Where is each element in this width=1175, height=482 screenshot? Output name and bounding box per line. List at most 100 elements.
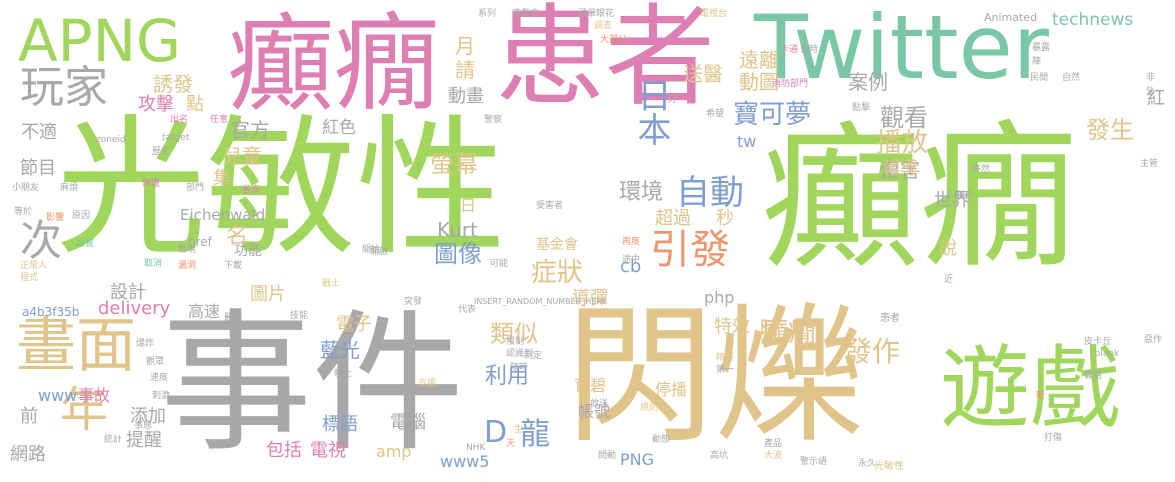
word-cloud-word: 節目 xyxy=(20,158,56,179)
word-cloud-word: 消防部門 xyxy=(772,79,809,89)
word-cloud-word: 開始 xyxy=(362,245,381,255)
word-cloud-word: 皮卡丘 xyxy=(1084,337,1112,347)
word-cloud-word: 放送 xyxy=(590,399,609,409)
word-cloud-word: 規則 xyxy=(640,403,659,413)
word-cloud-word: 閃爍 xyxy=(565,290,866,464)
word-cloud-word: 日 xyxy=(460,196,477,215)
word-cloud-word: 精選 xyxy=(716,353,735,363)
word-cloud-word: 說 xyxy=(939,238,957,259)
word-cloud-word: 藍光 xyxy=(320,338,360,362)
word-cloud-word: 主管 xyxy=(1140,159,1159,169)
word-cloud-word: INSERT_RANDOM_NUMBER_HERE xyxy=(474,297,607,306)
word-cloud-word: 遊戲史 xyxy=(512,9,540,19)
word-cloud-word: _blank xyxy=(1090,349,1120,359)
word-cloud-word: 秒 xyxy=(716,208,734,229)
word-cloud-word: target xyxy=(162,133,190,143)
word-cloud-word: 陣 xyxy=(1032,57,1042,67)
word-cloud-word: cb xyxy=(620,256,642,277)
word-cloud-word: 集 xyxy=(213,168,231,189)
word-cloud-word: zoneid xyxy=(96,135,126,145)
word-cloud-word: Eichenwald xyxy=(180,206,266,224)
word-cloud-word: 速度 xyxy=(150,373,169,383)
word-cloud-word: 點擊 xyxy=(852,103,871,113)
word-cloud-word: 發作 xyxy=(844,335,901,368)
word-cloud-word: 網路 xyxy=(10,444,46,465)
word-cloud-word: 開啟 xyxy=(370,247,389,257)
word-cloud-word: 事故 xyxy=(78,386,111,405)
word-cloud-word: 暴露 xyxy=(1032,43,1051,53)
word-cloud-word: 第一 xyxy=(716,365,735,375)
word-cloud-word: 名 xyxy=(226,224,249,249)
word-cloud-word: 永久 xyxy=(858,459,877,469)
word-cloud-word: 龍 xyxy=(520,417,550,452)
word-cloud-word: 日本 xyxy=(631,78,671,146)
word-cloud-word: PNG xyxy=(620,450,655,469)
word-cloud-word: 大波 xyxy=(764,451,783,461)
word-cloud-word: 技能 xyxy=(290,311,309,321)
word-cloud-word: 爆炸 xyxy=(136,339,155,349)
word-cloud-word: 設計 xyxy=(110,282,146,303)
word-cloud-word: 大部分 xyxy=(600,35,628,45)
word-cloud-word: 紅色 xyxy=(322,118,356,138)
word-cloud-word: 頭暈眼花 xyxy=(578,9,615,19)
word-cloud-word: 螢幕 xyxy=(430,150,478,178)
word-cloud-word: tw xyxy=(737,132,757,151)
word-cloud-word: 自然 xyxy=(1062,73,1081,83)
word-cloud-word: technews xyxy=(1052,10,1134,30)
word-cloud-word: 發生 xyxy=(1086,116,1134,144)
word-cloud-word: 套路 xyxy=(1084,371,1103,381)
word-cloud-word: APNG xyxy=(18,7,181,75)
word-cloud-word: 再度 xyxy=(622,237,641,247)
word-cloud-word: 限制 xyxy=(506,337,525,347)
word-cloud-word: 癲癇 xyxy=(762,107,1078,291)
word-cloud-word: 紅 xyxy=(1147,88,1165,109)
word-cloud-word: 原因 xyxy=(72,211,91,221)
word-cloud-word: 刺激 xyxy=(152,391,171,401)
word-cloud-word: 等於 xyxy=(14,207,33,217)
word-cloud-word: 暫時 xyxy=(800,45,819,55)
word-cloud-word: 基金會 xyxy=(536,237,578,253)
word-cloud-word: 警察 xyxy=(484,115,503,125)
word-cloud-word: 特效 xyxy=(714,316,750,337)
word-cloud-word: 突發 xyxy=(404,297,423,307)
word-cloud-word: 玩家 xyxy=(20,62,108,113)
word-cloud-word: 導彈 xyxy=(572,288,608,309)
word-cloud-word: 寶可夢 xyxy=(733,100,812,130)
word-cloud-word: NHK xyxy=(466,443,486,453)
word-cloud-word: 育碧 xyxy=(574,376,607,395)
word-cloud-word: 點 xyxy=(186,94,204,115)
word-cloud-word: 月 xyxy=(455,34,475,58)
word-cloud-word: www5 xyxy=(440,452,490,471)
word-cloud-word: 引發 xyxy=(650,227,730,273)
word-cloud-word: 功能 xyxy=(234,243,262,259)
word-cloud-word: 省去 xyxy=(242,185,261,195)
word-cloud-word: Kurt xyxy=(437,218,478,242)
word-cloud-word: 電腦 xyxy=(390,412,426,433)
word-cloud-word: D xyxy=(484,415,508,450)
word-cloud-word: 隨時 xyxy=(510,363,529,373)
word-cloud-word: 近 xyxy=(944,275,954,285)
word-cloud-word: 觀眾 xyxy=(146,357,165,367)
word-cloud-word: 受害者 xyxy=(536,201,564,211)
word-cloud-word: 電視台 xyxy=(700,9,728,19)
word-cloud-word: 分 xyxy=(668,95,678,105)
word-cloud-word: 途中 xyxy=(622,255,641,265)
word-cloud-word: 請 xyxy=(455,58,475,82)
word-cloud-word: 停播 xyxy=(655,380,688,399)
word-cloud-word: 患者 xyxy=(880,313,900,324)
word-cloud-word: 環境 xyxy=(619,180,664,205)
word-cloud-word: delivery xyxy=(98,298,171,319)
word-cloud-word: 打傷 xyxy=(1044,433,1063,443)
word-cloud-word: 患者 xyxy=(495,0,715,121)
word-cloud-word: 動態 xyxy=(652,435,671,445)
word-cloud-word: 高速 xyxy=(188,302,221,321)
word-cloud-word: 光敏性 xyxy=(56,102,507,276)
word-cloud-word: 觀看 xyxy=(880,104,928,132)
word-cloud-word: 遠離 xyxy=(739,48,779,72)
word-cloud-word: 戰士 xyxy=(322,279,341,289)
word-cloud-word: 認識到 xyxy=(506,349,534,359)
word-cloud-word: 發現 xyxy=(178,245,197,255)
word-cloud-word: 取消 xyxy=(144,259,163,269)
word-cloud-word: 任意 xyxy=(210,115,229,125)
